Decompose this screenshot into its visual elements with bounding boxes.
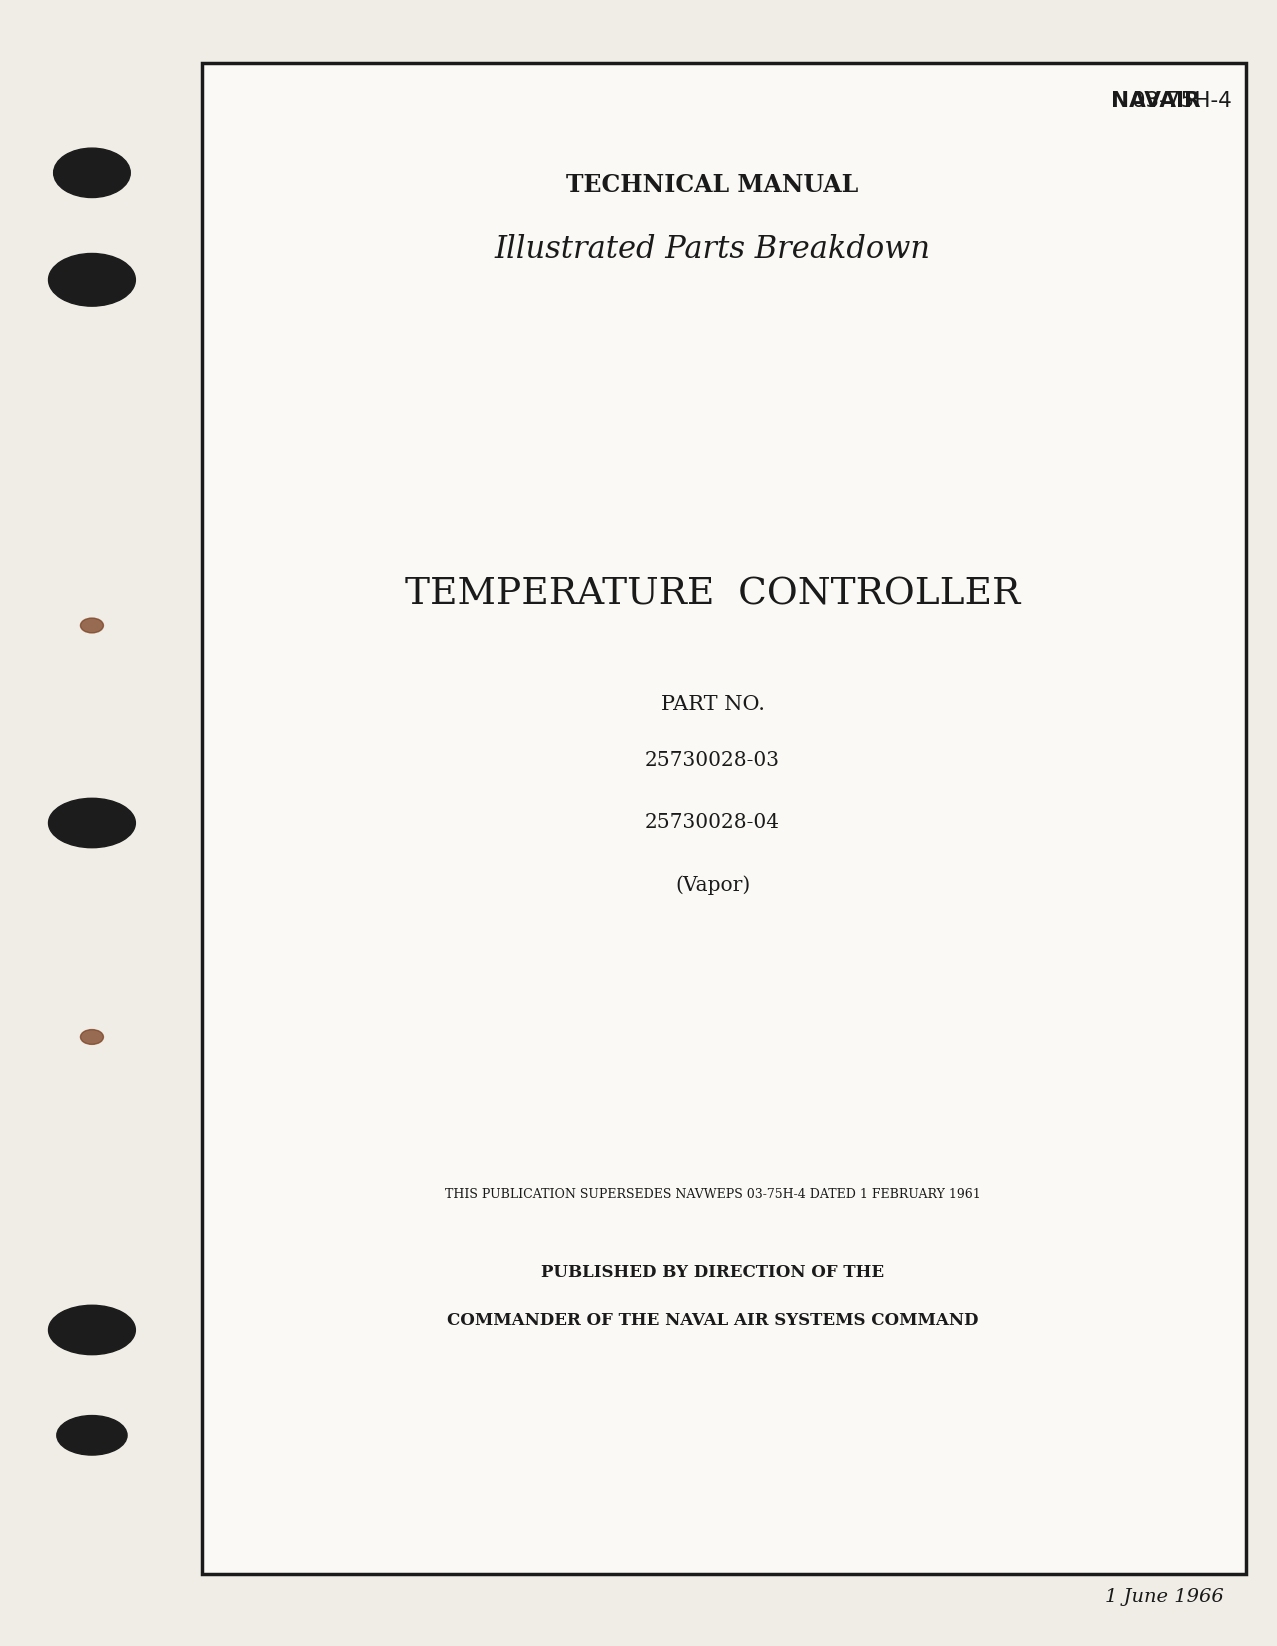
Ellipse shape [80, 619, 103, 634]
Text: PART NO.: PART NO. [660, 695, 765, 714]
Text: (Vapor): (Vapor) [676, 876, 750, 895]
Text: 25730028-04: 25730028-04 [645, 813, 780, 833]
Ellipse shape [80, 1030, 103, 1045]
Text: NAVAIR: NAVAIR [1111, 91, 1200, 110]
Text: Illustrated Parts Breakdown: Illustrated Parts Breakdown [494, 234, 931, 265]
Text: TECHNICAL MANUAL: TECHNICAL MANUAL [567, 173, 858, 198]
Text: 1 June 1966: 1 June 1966 [1105, 1588, 1223, 1606]
Ellipse shape [49, 253, 135, 306]
Text: 03-75H-4: 03-75H-4 [1125, 91, 1232, 110]
Ellipse shape [56, 1416, 126, 1455]
Text: THIS PUBLICATION SUPERSEDES NAVWEPS 03-75H-4 DATED 1 FEBRUARY 1961: THIS PUBLICATION SUPERSEDES NAVWEPS 03-7… [444, 1188, 981, 1202]
Ellipse shape [54, 148, 130, 198]
Ellipse shape [49, 1305, 135, 1355]
Text: 25730028-03: 25730028-03 [645, 751, 780, 770]
Text: PUBLISHED BY DIRECTION OF THE: PUBLISHED BY DIRECTION OF THE [541, 1264, 884, 1281]
Text: TEMPERATURE  CONTROLLER: TEMPERATURE CONTROLLER [405, 576, 1020, 612]
Ellipse shape [49, 798, 135, 848]
Bar [202, 63, 1246, 1574]
Text: COMMANDER OF THE NAVAL AIR SYSTEMS COMMAND: COMMANDER OF THE NAVAL AIR SYSTEMS COMMA… [447, 1312, 978, 1328]
